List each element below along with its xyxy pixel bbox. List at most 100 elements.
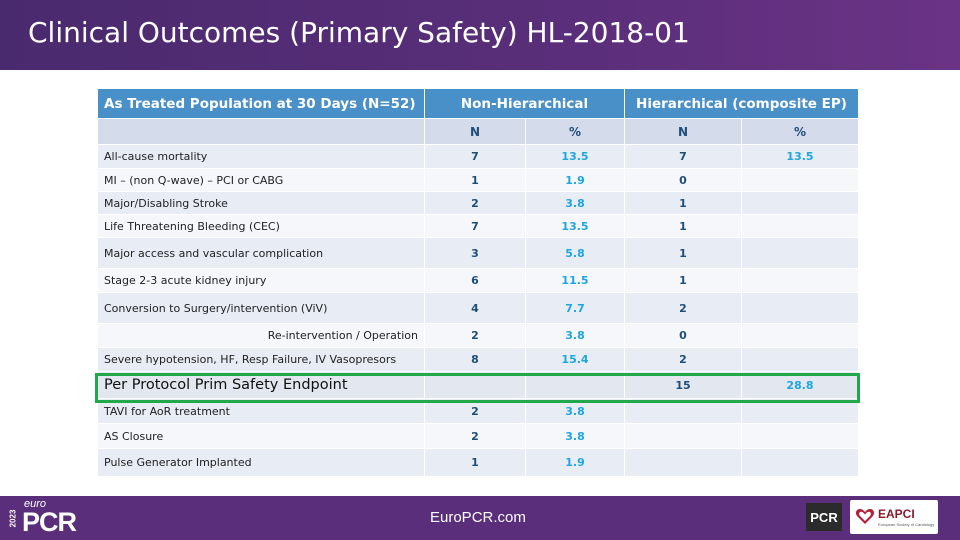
row-nh-n: 7	[424, 214, 526, 238]
table-row: MI – (non Q-wave) – PCI or CABG 1 1.9 0	[97, 168, 859, 192]
row-nh-n: 3	[424, 237, 526, 269]
header-non-hierarchical: Non-Hierarchical	[424, 88, 625, 119]
table-subheader-row: N % N %	[97, 118, 859, 145]
row-nh-n: 2	[424, 323, 526, 348]
row-nh-pct: 11.5	[525, 268, 625, 293]
row-nh-n: 2	[424, 398, 526, 424]
subheader-h-n: N	[624, 118, 742, 145]
row-nh-n	[424, 371, 526, 399]
pcr-badge-logo: PCR	[806, 503, 842, 531]
row-h-n: 1	[624, 214, 742, 238]
row-label: Life Threatening Bleeding (CEC)	[97, 214, 425, 238]
row-nh-pct: 1.9	[525, 168, 625, 192]
eapci-label: EAPCI	[878, 507, 915, 521]
row-h-n: 2	[624, 292, 742, 324]
row-nh-pct	[525, 371, 625, 399]
row-h-pct	[741, 214, 859, 238]
row-h-n: 1	[624, 237, 742, 269]
table-row: Major/Disabling Stroke 2 3.8 1	[97, 191, 859, 215]
header-population: As Treated Population at 30 Days (N=52)	[97, 88, 425, 119]
logo-euro: euro	[24, 498, 47, 510]
row-h-pct	[741, 347, 859, 372]
endpoint-h-pct: 28.8	[741, 371, 859, 399]
row-label: TAVI for AoR treatment	[97, 398, 425, 424]
eapci-logo: EAPCI European Society of Cardiology	[850, 500, 938, 534]
row-label: AS Closure	[97, 423, 425, 449]
logo-year-text: 2023	[8, 509, 18, 527]
subheader-nh-pct: %	[525, 118, 625, 145]
row-nh-pct: 3.8	[525, 398, 625, 424]
row-nh-n: 1	[424, 448, 526, 477]
row-nh-n: 1	[424, 168, 526, 192]
row-nh-pct: 15.4	[525, 347, 625, 372]
row-nh-pct: 13.5	[525, 144, 625, 169]
row-h-pct	[741, 423, 859, 449]
row-nh-pct: 7.7	[525, 292, 625, 324]
slide-header: Clinical Outcomes (Primary Safety) HL-20…	[0, 0, 960, 70]
footer-url: EuroPCR.com	[430, 509, 526, 526]
row-label: Major/Disabling Stroke	[97, 191, 425, 215]
row-nh-pct: 3.8	[525, 423, 625, 449]
row-label: Severe hypotension, HF, Resp Failure, IV…	[97, 347, 425, 372]
row-h-n: 2	[624, 347, 742, 372]
row-label: MI – (non Q-wave) – PCI or CABG	[97, 168, 425, 192]
row-nh-n: 8	[424, 347, 526, 372]
table-row: Severe hypotension, HF, Resp Failure, IV…	[97, 347, 859, 372]
table-row: TAVI for AoR treatment 2 3.8	[97, 398, 859, 424]
endpoint-row: Per Protocol Prim Safety Endpoint 15 28.…	[97, 371, 859, 399]
row-h-n: 1	[624, 191, 742, 215]
row-h-n: 1	[624, 268, 742, 293]
row-nh-pct: 13.5	[525, 214, 625, 238]
row-label: Pulse Generator Implanted	[97, 448, 425, 477]
slide-title: Clinical Outcomes (Primary Safety) HL-20…	[28, 16, 690, 49]
logo-pcr: PCR	[22, 507, 77, 537]
logo-year: 2023	[8, 502, 18, 534]
table-row: Life Threatening Bleeding (CEC) 7 13.5 1	[97, 214, 859, 238]
table-row: Stage 2-3 acute kidney injury 6 11.5 1	[97, 268, 859, 293]
row-h-n	[624, 448, 742, 477]
row-nh-n: 4	[424, 292, 526, 324]
table-header-row: As Treated Population at 30 Days (N=52) …	[97, 88, 859, 119]
row-nh-n: 7	[424, 144, 526, 169]
row-h-n	[624, 398, 742, 424]
eapci-sub-label: European Society of Cardiology	[878, 522, 935, 527]
table-row: Pulse Generator Implanted 1 1.9	[97, 448, 859, 477]
row-h-pct	[741, 292, 859, 324]
row-nh-n: 6	[424, 268, 526, 293]
subheader-nh-n: N	[424, 118, 526, 145]
heart-icon	[855, 508, 875, 524]
row-h-n: 7	[624, 144, 742, 169]
outcomes-table: As Treated Population at 30 Days (N=52) …	[97, 88, 859, 477]
row-h-n: 0	[624, 323, 742, 348]
row-h-pct: 13.5	[741, 144, 859, 169]
row-h-n: 0	[624, 168, 742, 192]
subheader-h-pct: %	[741, 118, 859, 145]
row-h-n	[624, 423, 742, 449]
row-nh-n: 2	[424, 191, 526, 215]
endpoint-h-n: 15	[624, 371, 742, 399]
subheader-blank	[97, 118, 425, 145]
row-h-pct	[741, 191, 859, 215]
table-row: Major access and vascular complication 3…	[97, 237, 859, 269]
row-h-pct	[741, 168, 859, 192]
table-row: All-cause mortality 7 13.5 7 13.5	[97, 144, 859, 169]
row-h-pct	[741, 268, 859, 293]
table-row: Re-intervention / Operation 2 3.8 0	[97, 323, 859, 348]
row-label: Re-intervention / Operation	[97, 323, 425, 348]
row-h-pct	[741, 448, 859, 477]
table-row: Conversion to Surgery/intervention (ViV)…	[97, 292, 859, 324]
row-label: Conversion to Surgery/intervention (ViV)	[97, 292, 425, 324]
row-nh-pct: 5.8	[525, 237, 625, 269]
row-h-pct	[741, 398, 859, 424]
row-label: Major access and vascular complication	[97, 237, 425, 269]
endpoint-label: Per Protocol Prim Safety Endpoint	[97, 371, 425, 399]
row-label: All-cause mortality	[97, 144, 425, 169]
row-nh-pct: 1.9	[525, 448, 625, 477]
row-nh-pct: 3.8	[525, 323, 625, 348]
row-nh-pct: 3.8	[525, 191, 625, 215]
header-hierarchical: Hierarchical (composite EP)	[624, 88, 859, 119]
row-label: Stage 2-3 acute kidney injury	[97, 268, 425, 293]
slide-footer: 2023 euro PCR EuroPCR.com PCR EAPCI Euro…	[0, 496, 960, 540]
row-nh-n: 2	[424, 423, 526, 449]
table-row: AS Closure 2 3.8	[97, 423, 859, 449]
